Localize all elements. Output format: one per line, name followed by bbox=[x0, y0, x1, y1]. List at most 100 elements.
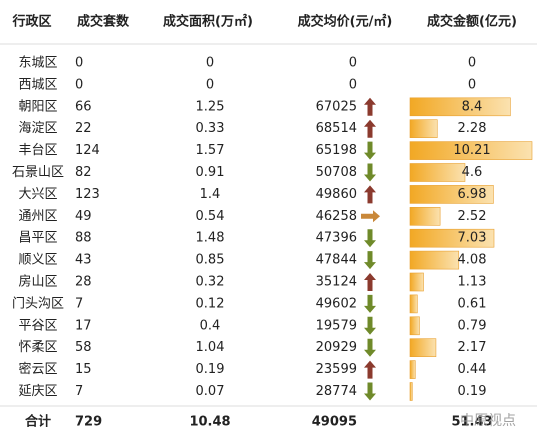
trend-arrow bbox=[364, 316, 376, 335]
cell: 7 bbox=[75, 384, 83, 399]
trend-arrow bbox=[364, 141, 376, 160]
amount-bar bbox=[409, 250, 460, 270]
cell: 顺义区 bbox=[18, 253, 57, 268]
cell: 西城区 bbox=[18, 77, 57, 92]
cell: 延庆区 bbox=[18, 384, 57, 399]
amount-bar bbox=[409, 316, 420, 336]
cell: 0.91 bbox=[196, 165, 225, 180]
cell: 通州区 bbox=[18, 209, 57, 224]
cell: 82 bbox=[75, 165, 92, 180]
cell: 43 bbox=[75, 253, 92, 268]
cell: 0.19 bbox=[458, 384, 487, 399]
cell: 石景山区 bbox=[12, 165, 64, 180]
cell: 0.32 bbox=[196, 275, 225, 290]
amount-bar bbox=[409, 163, 466, 182]
total-cell: 合计 bbox=[25, 414, 51, 430]
cell: 88 bbox=[75, 231, 92, 246]
cell: 2.17 bbox=[458, 340, 487, 355]
cell: 50708 bbox=[316, 165, 357, 180]
cell: 20929 bbox=[316, 340, 357, 355]
cell: 0.54 bbox=[196, 209, 225, 224]
cell: 17 bbox=[75, 318, 92, 333]
amount-bar bbox=[409, 207, 441, 226]
cell: 0.85 bbox=[196, 253, 225, 268]
cell: 46258 bbox=[316, 209, 357, 224]
cell: 47844 bbox=[316, 253, 357, 268]
cell: 2.52 bbox=[458, 209, 487, 224]
cell: 15 bbox=[75, 362, 92, 377]
trend-arrow bbox=[364, 163, 376, 182]
cell: 0 bbox=[75, 77, 83, 92]
header-cell: 成交套数 bbox=[77, 14, 130, 30]
total-cell: 49095 bbox=[312, 415, 357, 430]
amount-bar bbox=[409, 97, 511, 117]
total-cell: 51.43 bbox=[451, 415, 492, 430]
cell: 19579 bbox=[316, 318, 357, 333]
cell: 67025 bbox=[316, 99, 357, 114]
cell: 0 bbox=[206, 77, 214, 92]
cell: 123 bbox=[75, 187, 100, 202]
cell: 66 bbox=[75, 99, 92, 114]
cell: 2.28 bbox=[458, 121, 487, 136]
cell: 东城区 bbox=[18, 56, 57, 71]
cell: 7 bbox=[75, 296, 83, 311]
cell: 0.79 bbox=[458, 318, 487, 333]
trend-arrow bbox=[364, 229, 376, 248]
cell: 23599 bbox=[316, 362, 357, 377]
cell: 海淀区 bbox=[18, 121, 57, 136]
cell: 58 bbox=[75, 340, 92, 355]
cell: 平谷区 bbox=[18, 318, 57, 333]
trend-arrow bbox=[364, 382, 376, 401]
header-cell: 成交金额(亿元) bbox=[427, 14, 517, 30]
cell: 49860 bbox=[316, 187, 357, 202]
cell: 47396 bbox=[316, 231, 357, 246]
cell: 7.03 bbox=[458, 231, 487, 246]
cell: 0.61 bbox=[458, 296, 487, 311]
cell: 28774 bbox=[316, 384, 357, 399]
cell: 6.98 bbox=[458, 187, 487, 202]
trend-arrow bbox=[364, 294, 376, 313]
cell: 0 bbox=[349, 77, 357, 92]
cell: 1.25 bbox=[196, 99, 225, 114]
amount-bar bbox=[409, 272, 424, 292]
cell: 65198 bbox=[316, 143, 357, 158]
cell: 124 bbox=[75, 143, 100, 158]
cell: 49 bbox=[75, 209, 92, 224]
cell: 0 bbox=[206, 56, 214, 71]
amount-bar bbox=[409, 141, 533, 160]
amount-bar bbox=[409, 338, 437, 358]
cell: 1.48 bbox=[196, 231, 225, 246]
cell: 4.6 bbox=[462, 165, 483, 180]
amount-bar bbox=[409, 119, 438, 138]
trend-arrow bbox=[364, 338, 376, 357]
trend-arrow bbox=[361, 210, 380, 223]
cell: 4.08 bbox=[458, 253, 487, 268]
trend-arrow bbox=[364, 251, 376, 270]
trend-arrow bbox=[364, 360, 376, 379]
cell: 丰台区 bbox=[18, 143, 57, 158]
cell: 0 bbox=[468, 56, 476, 71]
amount-bar bbox=[409, 382, 413, 401]
cell: 0 bbox=[468, 77, 476, 92]
cell: 22 bbox=[75, 121, 92, 136]
cell: 0.07 bbox=[196, 384, 225, 399]
trend-arrow bbox=[364, 119, 376, 138]
cell: 35124 bbox=[316, 275, 357, 290]
cell: 0.19 bbox=[196, 362, 225, 377]
header-cell: 成交面积(万㎡) bbox=[163, 14, 253, 30]
cell: 68514 bbox=[316, 121, 357, 136]
total-cell: 729 bbox=[75, 415, 102, 430]
header-cell: 成交均价(元/㎡) bbox=[298, 14, 393, 30]
cell: 0.12 bbox=[196, 296, 225, 311]
cell: 28 bbox=[75, 275, 92, 290]
cell: 49602 bbox=[316, 296, 357, 311]
cell: 1.04 bbox=[196, 340, 225, 355]
cell: 密云区 bbox=[18, 361, 57, 377]
trend-arrow bbox=[364, 273, 376, 291]
amount-bar bbox=[409, 228, 495, 248]
cell: 房山区 bbox=[18, 274, 57, 290]
cell: 0.33 bbox=[196, 121, 225, 136]
cell: 8.4 bbox=[462, 99, 483, 114]
total-cell: 10.48 bbox=[189, 415, 230, 430]
